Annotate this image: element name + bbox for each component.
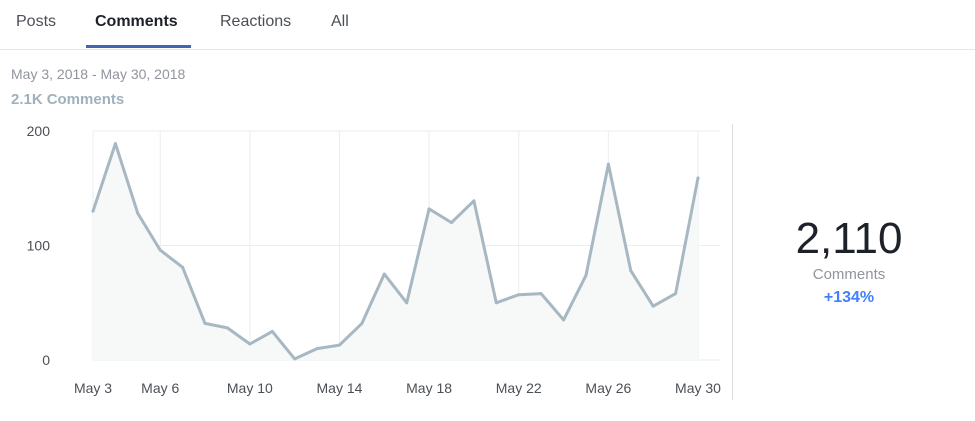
data-point [225, 326, 229, 330]
data-point [360, 321, 364, 325]
data-point [181, 265, 185, 269]
x-tick-label: May 10 [227, 380, 273, 396]
comments-chart: 0 100 200 May 3 May 6 May 10 May 14 May 18 May 2… [27, 123, 722, 396]
data-point [91, 209, 95, 213]
comments-series-line [91, 142, 700, 361]
data-point [337, 343, 341, 347]
data-point [248, 342, 252, 346]
data-point [651, 304, 655, 308]
total-comments-label: Comments [812, 266, 886, 283]
data-point [315, 347, 319, 351]
data-point [674, 292, 678, 296]
data-point [405, 301, 409, 305]
x-tick-label: May 3 [74, 380, 112, 396]
data-point [584, 273, 588, 277]
data-point [427, 207, 431, 211]
summary-value: 2.1K [11, 91, 43, 108]
tab-all[interactable]: All [331, 13, 349, 30]
y-tick-label: 200 [27, 123, 51, 139]
data-point [517, 293, 521, 297]
x-tick-label: May 14 [317, 380, 363, 396]
tab-bar: Posts Comments Reactions All [0, 0, 975, 50]
data-point [629, 269, 633, 273]
data-point [606, 162, 610, 166]
comments-area-fill [93, 143, 698, 360]
data-point [539, 292, 543, 296]
active-tab-indicator [86, 45, 191, 48]
y-tick-label: 0 [42, 352, 50, 368]
data-point [136, 211, 140, 215]
data-point [270, 329, 274, 333]
data-point [113, 142, 117, 146]
date-range: May 3, 2018 - May 30, 2018 [11, 66, 186, 82]
x-tick-label: May 18 [406, 380, 452, 396]
data-point [293, 357, 297, 361]
summary-metric: 2.1K Comments [11, 91, 128, 108]
data-point [382, 272, 386, 276]
x-tick-label: May 22 [496, 380, 542, 396]
data-point [494, 301, 498, 305]
data-point [203, 321, 207, 325]
x-tick-label: May 6 [141, 380, 179, 396]
data-point [696, 176, 700, 180]
tab-comments[interactable]: Comments [95, 13, 178, 30]
data-point [472, 199, 476, 203]
comments-change-percent: +134% [823, 289, 875, 306]
chart-divider [732, 124, 733, 400]
summary-label: Comments [46, 91, 125, 108]
x-tick-label: May 30 [675, 380, 721, 396]
tab-posts[interactable]: Posts [16, 13, 57, 30]
y-tick-label: 100 [27, 238, 51, 254]
tab-reactions[interactable]: Reactions [220, 13, 292, 30]
data-point [562, 318, 566, 322]
data-point [158, 248, 162, 252]
x-tick-label: May 26 [585, 380, 631, 396]
data-point [450, 221, 454, 225]
total-comments-value: 2,110 [795, 214, 903, 263]
